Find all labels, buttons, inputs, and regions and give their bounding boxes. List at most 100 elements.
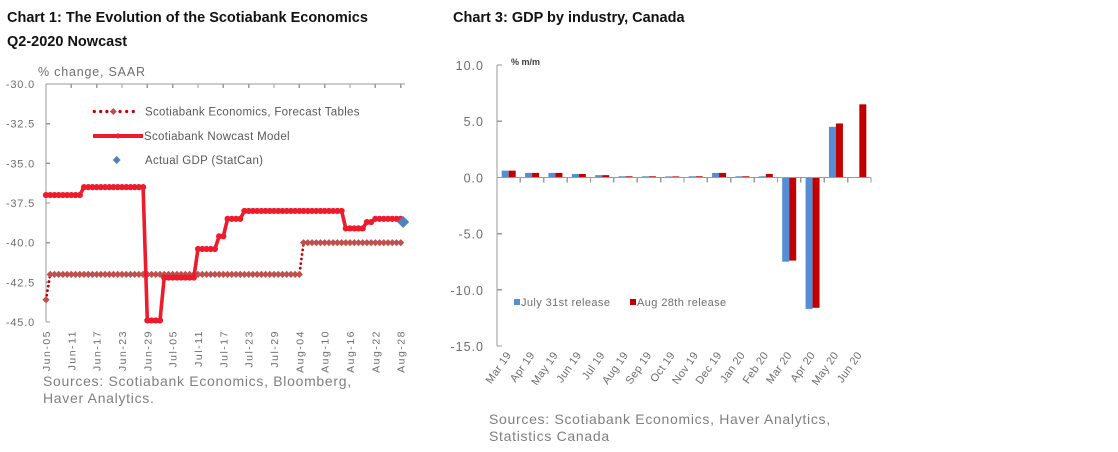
forecast-tables-marker — [42, 296, 50, 304]
chart1-sources: Sources: Scotiabank Economics, Bloomberg… — [43, 373, 352, 407]
nowcast-model-marker — [140, 184, 147, 191]
x-tick-label: Jul-23 — [244, 330, 256, 368]
forecast-tables-marker — [139, 270, 147, 278]
forecast-tables-marker — [202, 270, 211, 278]
x-tick-label: Aug-10 — [320, 330, 332, 373]
forecast-tables-marker — [270, 270, 278, 278]
forecast-tables-marker — [304, 239, 312, 247]
forecast-tables-marker — [215, 270, 223, 278]
legend-dot — [118, 109, 122, 114]
forecast-tables-marker — [333, 239, 341, 247]
y-tick-label: 5.0 — [464, 115, 484, 129]
forecast-tables-marker — [114, 270, 122, 278]
x-tick-label: Jun-23 — [117, 330, 129, 371]
aug-28-release-bar — [578, 174, 586, 178]
forecast-tables-marker — [350, 239, 358, 247]
forecast-tables-series — [42, 239, 405, 304]
chart3-title: Chart 3: GDP by industry, Canada — [453, 10, 685, 26]
nowcast-model-series — [42, 184, 404, 324]
forecast-tables-marker — [156, 270, 164, 278]
chart1-title: Chart 1: The Evolution of the Scotiabank… — [7, 10, 368, 50]
july-31-release-bar — [805, 177, 813, 309]
forecast-tables-marker — [109, 270, 118, 278]
forecast-tables-marker — [105, 270, 113, 278]
forecast-tables-marker — [207, 270, 215, 278]
forecast-tables-marker — [375, 239, 384, 247]
forecast-tables-marker — [354, 239, 363, 247]
forecast-tables-marker — [388, 239, 396, 247]
forecast-tables-marker — [198, 270, 206, 278]
forecast-tables-marker — [253, 270, 261, 278]
legend-dot — [105, 109, 109, 114]
aug-28-release-bar — [789, 177, 797, 261]
x-tick-label: Jul-17 — [218, 330, 230, 368]
forecast-tables-marker — [223, 270, 232, 278]
forecast-tables-marker — [63, 270, 71, 278]
nowcast-model-marker — [220, 233, 227, 240]
actual-gdp-legend-diamond-icon — [112, 156, 121, 164]
aug-28-release-bar — [719, 172, 727, 178]
forecast-tables-marker — [291, 270, 299, 278]
forecast-tables-marker — [228, 270, 236, 278]
y-tick-label: -40.0 — [6, 238, 35, 250]
x-tick-label: Jul-11 — [193, 330, 205, 367]
forecast-tables-marker — [266, 270, 274, 278]
chart1-y-axis-title: % change, SAAR — [38, 65, 146, 79]
forecast-tables-marker — [287, 270, 295, 278]
forecast-tables-marker — [295, 270, 303, 278]
july-31-release-bar — [548, 172, 556, 178]
aug-28-release-bar — [835, 123, 843, 178]
legend-item-nowcast-model: Scotiabank Nowcast Model — [93, 131, 290, 143]
chart3-y-axis-title: % m/m — [511, 57, 540, 67]
nowcast-model-marker — [190, 274, 197, 281]
aug-28-release-bar — [532, 172, 540, 178]
forecast-tables-marker — [299, 239, 308, 247]
forecast-tables-marker — [261, 270, 270, 278]
forecast-tables-marker — [152, 270, 160, 278]
forecast-tables-marker — [88, 270, 97, 278]
y-tick-label: -5.0 — [458, 228, 484, 242]
legend-dot — [131, 109, 135, 114]
forecast-tables-marker — [177, 270, 185, 278]
july-31-release-bar — [782, 177, 790, 262]
nowcast-model-marker — [359, 225, 366, 232]
x-tick-label: Jun-29 — [142, 330, 154, 371]
x-tick-label: Jun-11 — [66, 330, 78, 370]
legend-dot — [125, 109, 129, 114]
forecast-tables-marker — [278, 270, 287, 278]
chart1-source-line: Haver Analytics. — [43, 390, 155, 406]
nowcast-model-marker — [338, 207, 345, 215]
july-31-release-bar — [595, 175, 603, 178]
nowcast-model-line — [46, 185, 401, 323]
y-tick-label: -37.5 — [6, 198, 35, 210]
forecast-tables-marker — [84, 270, 92, 278]
forecast-tables-marker — [397, 239, 405, 247]
legend-swatch-icon — [514, 299, 520, 305]
x-tick-label: Jul-05 — [168, 330, 180, 368]
forecast-tables-marker — [50, 270, 59, 278]
forecast-tables-marker — [283, 270, 291, 278]
legend-dot — [92, 109, 96, 114]
forecast-tables-marker — [232, 270, 240, 278]
x-tick-label: Jun-17 — [92, 330, 104, 371]
forecast-tables-marker — [380, 239, 388, 247]
aug-28-release-bar — [765, 174, 773, 178]
forecast-tables-marker — [55, 270, 63, 278]
forecast-tables-marker — [101, 270, 109, 278]
forecast-tables-marker — [147, 270, 156, 278]
forecast-tables-marker — [126, 270, 135, 278]
forecast-tables-marker — [384, 239, 392, 247]
forecast-tables-marker — [169, 270, 177, 278]
nowcast-model-marker — [368, 218, 375, 226]
y-tick-label: -42.5 — [6, 277, 35, 289]
forecast-tables-marker — [392, 239, 401, 247]
y-tick-label: -30.0 — [6, 79, 35, 91]
legend-label: Scotiabank Economics, Forecast Tables — [145, 107, 360, 119]
chart3-sources: Sources: Scotiabank Economics, Haver Ana… — [489, 411, 831, 445]
forecast-tables-marker — [316, 239, 325, 247]
x-tick-label: Aug-22 — [370, 330, 382, 373]
forecast-tables-marker — [46, 270, 54, 278]
x-tick-label: Mar 19 — [484, 350, 515, 386]
legend-diamond-marker — [109, 108, 117, 115]
